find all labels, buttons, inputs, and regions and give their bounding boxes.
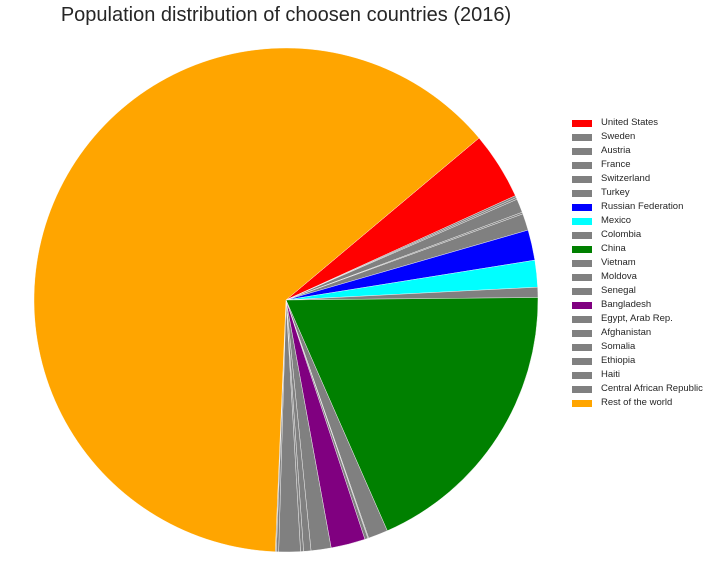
- legend-item-rest-of-the-world: Rest of the world: [572, 396, 720, 410]
- legend-label: Turkey: [601, 187, 630, 198]
- legend-label: Moldova: [601, 271, 637, 282]
- legend-swatch: [572, 357, 592, 365]
- pie-slice-rest-of-the-world: [33, 47, 480, 552]
- pie-slices: [33, 47, 539, 553]
- legend-label: Switzerland: [601, 173, 651, 184]
- legend-item-china: China: [572, 242, 720, 256]
- legend-label: Mexico: [601, 215, 632, 226]
- legend-label: Haiti: [601, 369, 621, 380]
- legend-label: Colombia: [601, 229, 642, 240]
- legend-swatch: [572, 259, 592, 267]
- legend-item-sweden: Sweden: [572, 130, 720, 144]
- legend-swatch: [572, 203, 592, 211]
- legend-item-russian-federation: Russian Federation: [572, 200, 720, 214]
- legend-swatch: [572, 273, 592, 281]
- legend-label: United States: [601, 117, 659, 128]
- legend-item-senegal: Senegal: [572, 284, 720, 298]
- legend-label: Bangladesh: [601, 299, 652, 310]
- legend-swatch: [572, 189, 592, 197]
- legend-swatch: [572, 343, 592, 351]
- legend-item-austria: Austria: [572, 144, 720, 158]
- legend-swatch: [572, 161, 592, 169]
- legend-item-haiti: Haiti: [572, 368, 720, 382]
- pie-slice-china: [285, 297, 539, 532]
- legend-item-switzerland: Switzerland: [572, 172, 720, 186]
- legend-label: China: [601, 243, 626, 254]
- legend-label: Somalia: [601, 341, 636, 352]
- legend-label: Egypt, Arab Rep.: [601, 313, 673, 324]
- legend-swatch: [572, 147, 592, 155]
- legend-swatch: [572, 231, 592, 239]
- legend-swatch: [572, 301, 592, 309]
- legend-item-afghanistan: Afghanistan: [572, 326, 720, 340]
- pie-chart: [33, 47, 539, 553]
- legend-swatch: [572, 399, 592, 407]
- legend-label: Central African Republic: [601, 383, 703, 394]
- legend-item-mexico: Mexico: [572, 214, 720, 228]
- legend-label: Vietnam: [601, 257, 636, 268]
- legend-item-central-african-republic: Central African Republic: [572, 382, 720, 396]
- legend-item-somalia: Somalia: [572, 340, 720, 354]
- legend-item-bangladesh: Bangladesh: [572, 298, 720, 312]
- legend-item-ethiopia: Ethiopia: [572, 354, 720, 368]
- legend: United States Sweden Austria France Switzerl…: [572, 116, 720, 410]
- legend-label: France: [601, 159, 631, 170]
- legend-swatch: [572, 371, 592, 379]
- legend-swatch: [572, 133, 592, 141]
- legend-swatch: [572, 385, 592, 393]
- legend-label: Afghanistan: [601, 327, 652, 338]
- legend-swatch: [572, 119, 592, 127]
- legend-label: Russian Federation: [601, 201, 684, 212]
- legend-swatch: [572, 175, 592, 183]
- legend-label: Senegal: [601, 285, 636, 296]
- legend-swatch: [572, 329, 592, 337]
- legend-swatch: [572, 245, 592, 253]
- chart-title: Population distribution of choosen count…: [60, 4, 512, 26]
- legend-item-vietnam: Vietnam: [572, 256, 720, 270]
- legend-item-turkey: Turkey: [572, 186, 720, 200]
- legend-label: Sweden: [601, 131, 636, 142]
- legend-swatch: [572, 315, 592, 323]
- legend-item-france: France: [572, 158, 720, 172]
- legend-label: Ethiopia: [601, 355, 636, 366]
- legend-swatch: [572, 287, 592, 295]
- legend-swatch: [572, 217, 592, 225]
- legend-item-moldova: Moldova: [572, 270, 720, 284]
- legend-item-colombia: Colombia: [572, 228, 720, 242]
- legend-label: Austria: [601, 145, 631, 156]
- legend-item-egypt-arab-rep: Egypt, Arab Rep.: [572, 312, 720, 326]
- legend-label: Rest of the world: [601, 397, 673, 408]
- legend-item-united-states: United States: [572, 116, 720, 130]
